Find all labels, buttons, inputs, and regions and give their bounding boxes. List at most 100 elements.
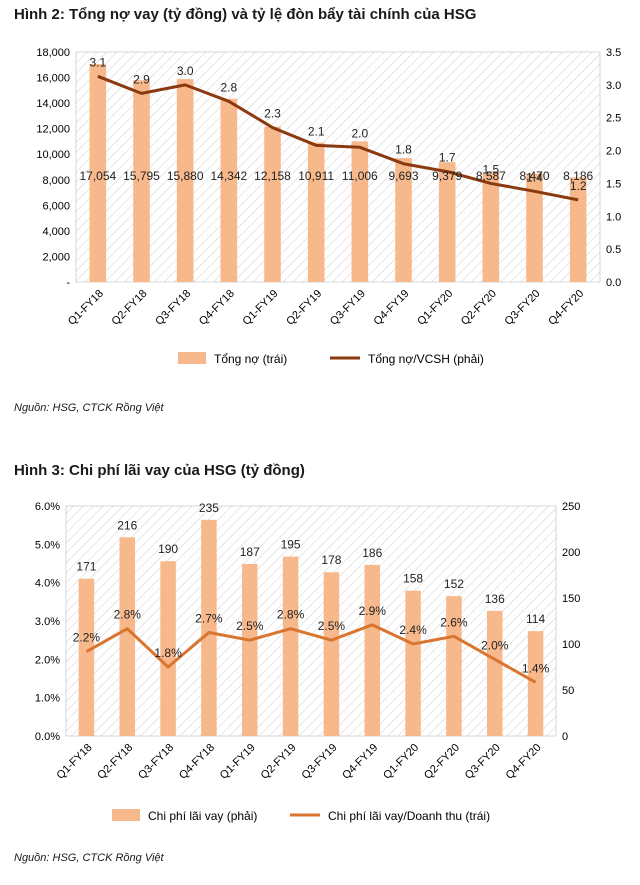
y-left-tick-label: 5.0%: [35, 539, 60, 551]
line-data-label: 2.0: [351, 126, 368, 140]
line-data-label: 2.9%: [359, 604, 387, 618]
y-left-tick-label: 4,000: [42, 226, 70, 238]
x-tick-label: Q2-FY18: [110, 288, 150, 328]
y-left-tick-label: 16,000: [36, 73, 70, 85]
x-tick-label: Q1-FY19: [218, 742, 258, 782]
line-data-label: 2.8%: [114, 608, 142, 622]
bar: [119, 537, 136, 736]
bar-data-label: 8,470: [519, 169, 549, 183]
bar-data-label: 171: [76, 560, 96, 574]
bar-data-label: 187: [240, 545, 260, 559]
bar: [176, 79, 194, 282]
bar-data-label: 9,693: [388, 169, 418, 183]
y-right-tick-label: 50: [562, 685, 574, 697]
bar-data-label: 10,911: [298, 169, 334, 183]
bar-data-label: 15,880: [167, 169, 204, 183]
bar: [160, 561, 176, 736]
bar-data-label: 17,054: [79, 169, 116, 183]
x-tick-label: Q2-FY18: [95, 742, 135, 782]
bar: [78, 578, 95, 736]
line-data-label: 2.5%: [318, 619, 346, 633]
figure-1-title: Hình 2: Tổng nợ vay (tỷ đồng) và tỷ lệ đ…: [14, 6, 477, 23]
line-data-label: 2.8: [220, 80, 237, 94]
bar: [264, 126, 281, 282]
line-data-label: 1.2: [570, 179, 587, 193]
y-left-tick-label: 14,000: [36, 98, 70, 110]
x-tick-label: Q3-FY20: [503, 288, 543, 328]
y-left-tick-label: 4.0%: [35, 578, 60, 590]
line-data-label: 1.8: [395, 143, 412, 157]
series-line: [97, 74, 579, 202]
bar-data-label: 216: [117, 518, 137, 532]
bar: [220, 98, 238, 282]
y-right-tick-label: 250: [562, 501, 580, 513]
y-right-tick-label: 1.0: [606, 211, 621, 223]
bar-data-label: 11,006: [342, 169, 378, 183]
x-tick-label: Q3-FY18: [153, 288, 193, 328]
x-tick-label: Q3-FY19: [299, 742, 339, 782]
line-data-label: 2.9: [133, 72, 150, 86]
line-data-label: 2.7%: [195, 612, 223, 626]
line-data-label: 3.1: [89, 55, 106, 69]
line-data-label: 1.5: [482, 162, 499, 176]
bar-data-label: 158: [403, 572, 423, 586]
x-tick-label: Q4-FY20: [504, 742, 544, 782]
y-right-tick-label: 150: [562, 593, 580, 605]
figure-2-source: Nguồn: HSG, CTCK Rồng Việt: [14, 852, 164, 864]
y-right-tick-label: 3.5: [606, 47, 621, 59]
x-tick-label: Q2-FY19: [284, 288, 324, 328]
bar-data-label: 186: [362, 546, 382, 560]
legend-bar-label: Tổng nợ (trái): [214, 352, 287, 366]
figure-1-source: Nguồn: HSG, CTCK Rồng Việt: [14, 402, 164, 414]
bar: [526, 173, 543, 282]
y-left-tick-label: 1.0%: [35, 693, 60, 705]
x-tick-label: Q4-FY18: [177, 742, 217, 782]
bar: [364, 564, 381, 736]
x-tick-label: Q4-FY20: [546, 288, 586, 328]
line-data-label: 1.4%: [522, 661, 550, 675]
legend-line-label: Chi phí lãi vay/Doanh thu (trái): [328, 809, 490, 823]
bar-data-label: 8,587: [476, 169, 506, 183]
y-right-tick-label: 100: [562, 639, 580, 651]
bar-data-label: 235: [199, 501, 219, 515]
y-left-tick-label: 6,000: [42, 200, 70, 212]
x-tick-label: Q3-FY19: [328, 288, 368, 328]
line-data-label: 1.8%: [154, 646, 182, 660]
x-tick-label: Q4-FY19: [340, 742, 380, 782]
line-data-label: 2.5%: [236, 619, 264, 633]
y-right-tick-label: 0.5: [606, 244, 621, 256]
y-right-tick-label: 2.0: [606, 146, 621, 158]
bar: [307, 142, 325, 282]
x-tick-label: Q1-FY20: [381, 742, 421, 782]
y-left-tick-label: 2.0%: [35, 654, 60, 666]
bar: [438, 162, 456, 282]
plot-area: [65, 505, 557, 737]
y-right-tick-label: 200: [562, 547, 580, 559]
y-right-tick-label: 0.0: [606, 277, 621, 289]
bar-data-label: 15,795: [123, 169, 160, 183]
line-data-label: 2.2%: [73, 631, 101, 645]
bar: [527, 631, 544, 736]
bar: [323, 572, 340, 736]
bar-data-label: 136: [485, 592, 505, 606]
x-tick-label: Q2-FY19: [259, 742, 299, 782]
bar-data-label: 14,342: [210, 169, 247, 183]
y-left-tick-label: 8,000: [42, 175, 70, 187]
legend-bar-swatch: [112, 809, 140, 821]
bar: [482, 172, 500, 282]
bar: [446, 596, 462, 736]
y-right-tick-label: 0: [562, 731, 568, 743]
line-data-label: 1.7: [439, 151, 456, 165]
bar-data-label: 152: [444, 577, 464, 591]
bar-data-label: 9,379: [432, 169, 462, 183]
bar: [569, 177, 587, 282]
plot-area: [75, 51, 601, 283]
bar: [133, 80, 150, 282]
y-left-tick-label: 12,000: [36, 124, 70, 136]
x-tick-label: Q2-FY20: [459, 288, 499, 328]
bar-data-label: 8,186: [563, 169, 593, 183]
legend-line-label: Tổng nợ/VCSH (phải): [368, 352, 484, 366]
x-tick-label: Q1-FY20: [415, 288, 455, 328]
bar-data-label: 195: [281, 538, 301, 552]
x-tick-label: Q3-FY18: [136, 742, 176, 782]
